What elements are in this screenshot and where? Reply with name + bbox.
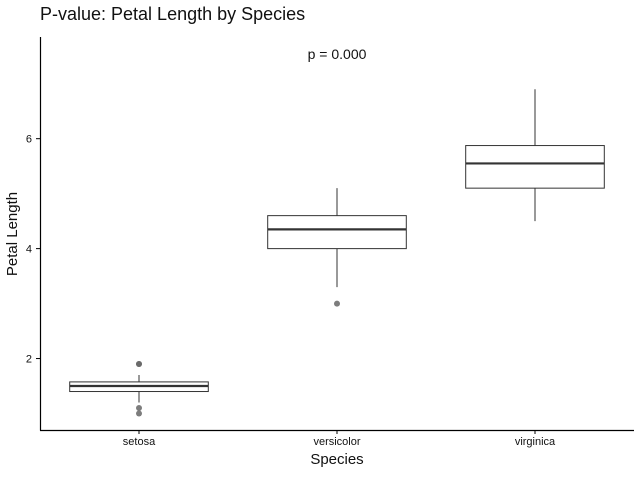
box-virginica	[465, 145, 605, 189]
x-tick-label-virginica: virginica	[515, 436, 556, 448]
x-tick-label-setosa: setosa	[123, 436, 156, 448]
p-value-annotation: p = 0.000	[308, 46, 367, 62]
y-tick-label: 4	[26, 244, 32, 256]
plot-area: 2 4 6 setosa versicolor virginica	[26, 89, 605, 448]
outlier-point	[136, 361, 142, 368]
chart-title: P-value: Petal Length by Species	[40, 4, 305, 24]
outlier-point	[334, 300, 340, 307]
outlier-point	[136, 405, 142, 412]
y-tick-label: 6	[26, 134, 32, 146]
outlier-point	[136, 410, 142, 417]
x-axis-label: Species	[310, 451, 363, 468]
y-axis-label: Petal Length	[4, 192, 21, 276]
box-versicolor	[267, 215, 407, 250]
x-tick-label-versicolor: versicolor	[313, 436, 360, 448]
y-tick-label: 2	[26, 354, 32, 366]
